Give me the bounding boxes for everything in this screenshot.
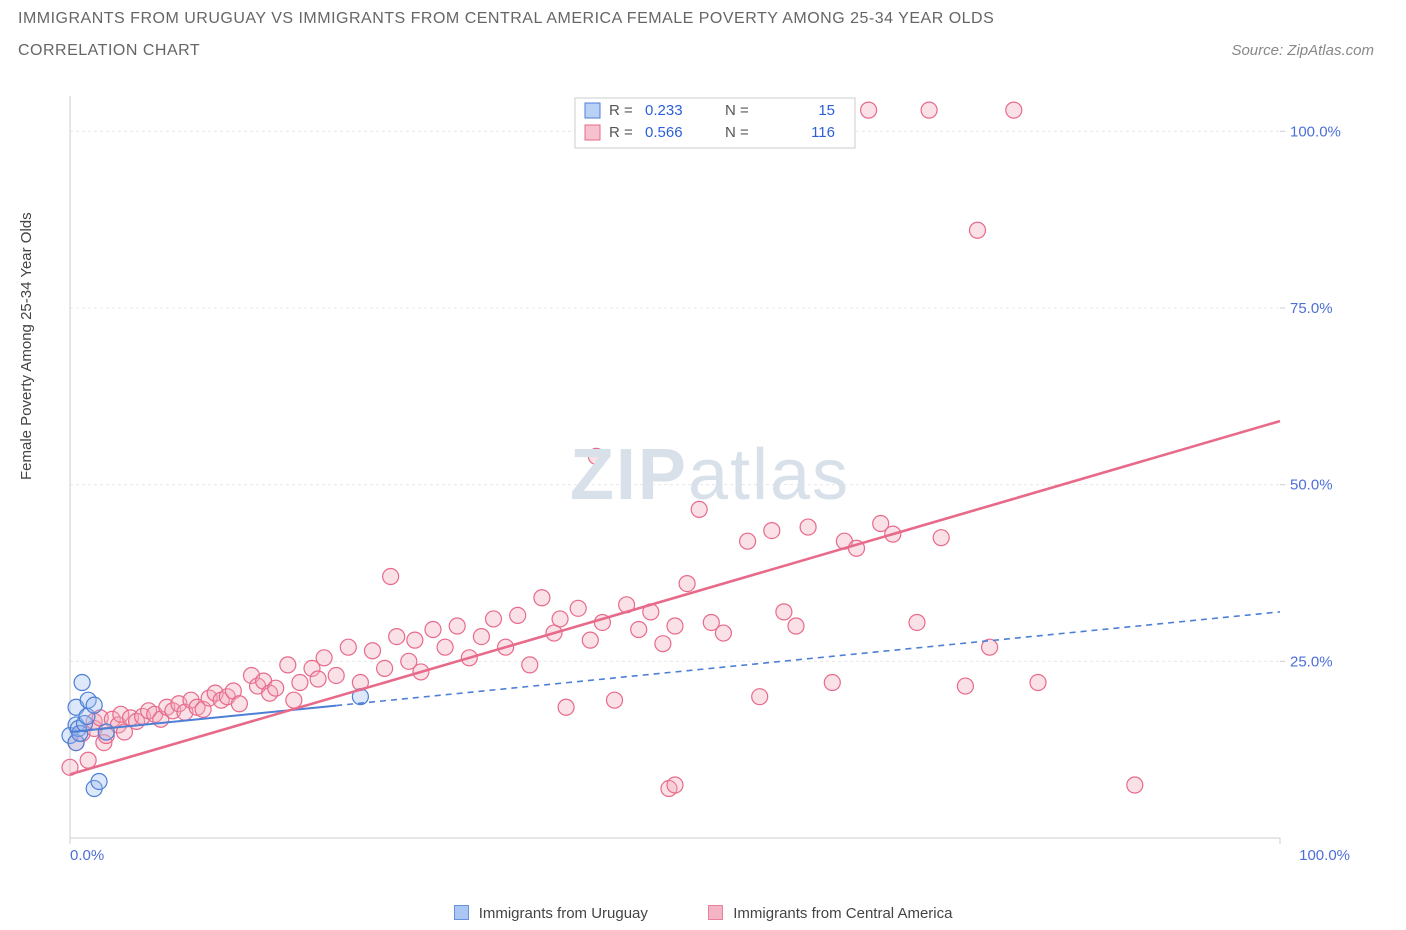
svg-text:100.0%: 100.0% [1290, 123, 1341, 140]
svg-text:0.566: 0.566 [645, 124, 683, 141]
chart-title-line1: IMMIGRANTS FROM URUGUAY VS IMMIGRANTS FR… [18, 10, 994, 28]
svg-text:75.0%: 75.0% [1290, 300, 1333, 317]
y-axis-label: Female Poverty Among 25-34 Year Olds [18, 212, 35, 480]
svg-text:0.233: 0.233 [645, 102, 683, 119]
scatter-chart: 25.0% 50.0% 75.0% 100.0% 0.0% 100.0% R = 0.233 N… [60, 88, 1360, 870]
svg-text:15: 15 [818, 102, 835, 119]
svg-text:50.0%: 50.0% [1290, 477, 1333, 494]
legend-item-central-america: Immigrants from Central America [708, 905, 952, 922]
svg-text:25.0%: 25.0% [1290, 653, 1333, 670]
svg-text:N =: N = [725, 124, 749, 141]
svg-text:R =: R = [609, 124, 633, 141]
svg-text:N =: N = [725, 102, 749, 119]
chart-title-line2: CORRELATION CHART [18, 42, 200, 60]
bottom-legend: Immigrants from Uruguay Immigrants from … [0, 905, 1406, 922]
legend-item-uruguay: Immigrants from Uruguay [454, 905, 648, 922]
svg-text:0.0%: 0.0% [70, 847, 104, 864]
svg-text:R =: R = [609, 102, 633, 119]
chart-svg: 25.0% 50.0% 75.0% 100.0% 0.0% 100.0% R = 0.233 N… [60, 88, 1360, 870]
legend-swatch-central-america [708, 905, 723, 920]
source-attribution: Source: ZipAtlas.com [1231, 42, 1374, 59]
svg-text:116: 116 [811, 124, 835, 141]
legend-swatch-uruguay [454, 905, 469, 920]
legend-label-central-america: Immigrants from Central America [733, 905, 952, 922]
svg-text:100.0%: 100.0% [1299, 847, 1350, 864]
legend-label-uruguay: Immigrants from Uruguay [479, 905, 648, 922]
